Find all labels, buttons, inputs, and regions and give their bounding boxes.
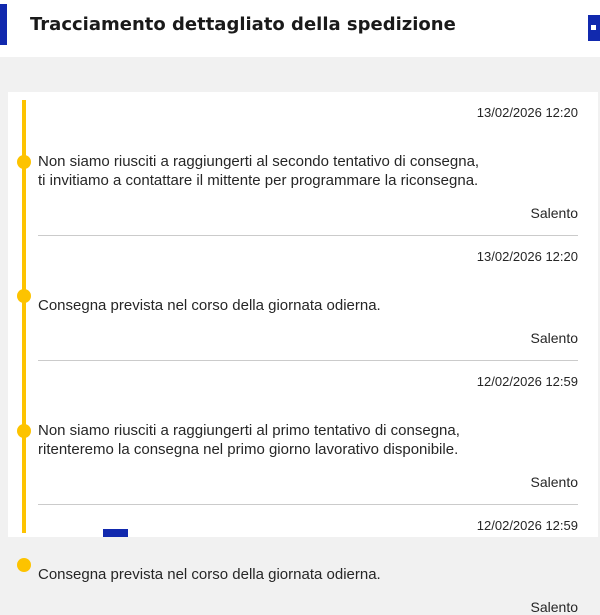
event-message: Consegna prevista nel corso della giorna…: [17, 546, 578, 584]
timeline-event: 13/02/2026 12:20 Consegna prevista nel c…: [17, 236, 578, 361]
event-message: Consegna prevista nel corso della giorna…: [17, 277, 578, 315]
event-location: Salento: [530, 599, 578, 615]
event-message: Non siamo riusciti a raggiungerti al sec…: [17, 133, 578, 190]
event-message: Non siamo riusciti a raggiungerti al pri…: [17, 402, 578, 459]
event-datetime: 13/02/2026 12:20: [476, 105, 578, 120]
event-location: Salento: [530, 330, 578, 346]
event-location: Salento: [530, 474, 578, 490]
timeline-event: 13/02/2026 12:20 Non siamo riusciti a ra…: [17, 92, 578, 236]
timeline-dot-icon: [17, 289, 31, 303]
event-location: Salento: [530, 205, 578, 221]
event-datetime: 13/02/2026 12:20: [476, 249, 578, 264]
timeline-dot-icon: [17, 423, 31, 438]
blue-accent-bar: [0, 4, 7, 45]
tracking-timeline-card: 13/02/2026 12:20 Non siamo riusciti a ra…: [8, 92, 598, 615]
timeline-dot-icon: [17, 558, 31, 572]
event-datetime: 12/02/2026 12:59: [476, 374, 578, 389]
event-datetime: 12/02/2026 12:59: [476, 518, 578, 533]
timeline-line: [22, 100, 26, 533]
page-title: Tracciamento dettagliato della spedizion…: [30, 14, 456, 35]
timeline-event: 12/02/2026 12:59 Non siamo riusciti a ra…: [17, 361, 578, 505]
minus-icon: [591, 25, 596, 30]
timeline-dot-icon: [17, 154, 31, 169]
event-message-text: Consegna prevista nel corso della giorna…: [38, 297, 381, 314]
event-message-text: Non siamo riusciti a raggiungerti al sec…: [38, 153, 480, 189]
timeline-event: 12/02/2026 12:59 Consegna prevista nel c…: [17, 505, 578, 615]
partial-button-bottom[interactable]: [103, 529, 128, 537]
expand-button[interactable]: [588, 15, 600, 41]
event-message-text: Consegna prevista nel corso della giorna…: [38, 566, 381, 583]
event-message-text: Non siamo riusciti a raggiungerti al pri…: [38, 422, 460, 458]
tracking-header: Tracciamento dettagliato della spedizion…: [0, 0, 600, 57]
